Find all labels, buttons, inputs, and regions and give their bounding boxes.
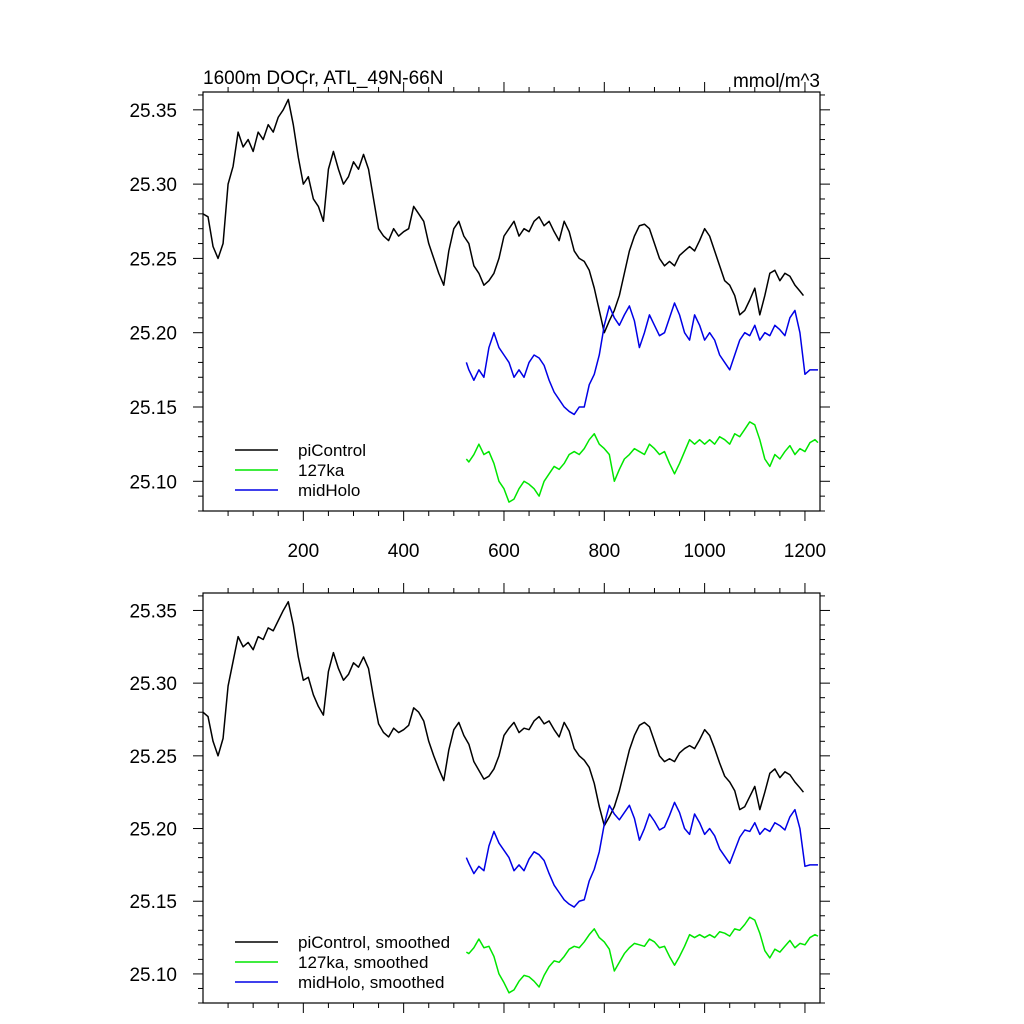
y-tick-label: 25.35 [129,601,177,622]
legend-label: piControl [298,441,366,460]
series-line-midHolo [465,302,818,416]
y-tick-label: 25.25 [129,249,177,270]
x-tick-label: 600 [488,541,520,562]
series-line-midHolo [465,801,818,908]
x-tick-label: 400 [388,541,420,562]
x-tick-label: 1000 [683,541,725,562]
y-tick-label: 25.25 [129,747,177,768]
y-tick-label: 25.10 [129,965,177,986]
y-tick-label: 25.30 [129,175,177,196]
x-tick-label: 1200 [784,541,826,562]
series-line-piControl [203,98,805,334]
chart-title: 1600m DOCr, ATL_49N-66N [203,68,443,89]
series-line-127ka [465,421,819,503]
legend-label: piControl, smoothed [298,933,450,952]
legend-label: 127ka, smoothed [298,953,428,972]
y-tick-label: 25.30 [129,674,177,695]
y-tick-label: 25.20 [129,324,177,345]
series-line-piControl [203,600,805,827]
x-tick-label: 200 [287,541,319,562]
y-tick-label: 25.20 [129,820,177,841]
bottom-panel: 25.10 25.15 25.20 25.25 25.30 25.35 piControl,… [129,583,830,1013]
x-tick-label: 800 [588,541,620,562]
y-tick-label: 25.35 [129,101,177,122]
y-tick-label: 25.15 [129,398,177,419]
legend-label: midHolo [298,481,360,500]
plot-frame [202,91,821,512]
series-line-127ka [465,916,819,994]
y-tick-label: 25.10 [129,472,177,493]
top-panel: 25.10 25.15 25.20 25.25 25.30 25.35 200 400 600 8… [129,82,830,562]
legend-label: 127ka [298,461,345,480]
units-label: mmol/m^3 [733,71,820,92]
plot-frame [202,592,821,1004]
legend-label: midHolo, smoothed [298,973,444,992]
y-tick-label: 25.15 [129,892,177,913]
